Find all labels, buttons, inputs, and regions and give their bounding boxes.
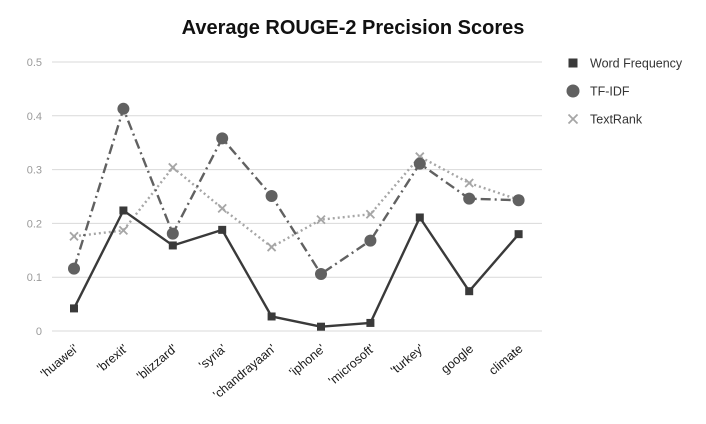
gridlines [52,61,542,332]
x-tick-label: 'microsoft' [326,342,378,388]
series-textrank [69,152,524,252]
x-axis-ticks: 'huawei''brexit''blizzard''syria''chandr… [38,342,526,402]
series-line [72,107,519,276]
data-point [218,225,227,234]
data-point [166,227,179,240]
series-line [73,155,519,249]
y-axis-ticks: 0 0.1 0.2 0.3 0.4 0.5 [27,57,42,338]
data-point [117,102,130,115]
data-point [365,209,376,219]
legend-marker [566,84,580,98]
data-point [168,241,177,250]
data-point [118,225,129,236]
legend-item: TF-IDF [566,84,630,99]
legend-item: Word Frequency [568,57,683,71]
x-tick-label: climate [486,342,525,378]
x-tick-label: 'brexit' [94,342,130,375]
data-point [317,322,325,331]
data-point [463,192,476,205]
data-point [415,213,424,222]
data-point [69,231,79,241]
chart-title: Average ROUGE-2 Precision Scores [182,17,525,39]
data-point [217,203,227,213]
x-tick-label: google [438,342,476,377]
series-line [72,209,520,328]
x-tick-label: 'iphone' [287,342,328,380]
x-tick-label: 'blizzard' [134,342,180,383]
data-point [512,194,525,207]
data-point [514,230,523,239]
series-layer [68,102,525,331]
legend-label: Word Frequency [590,57,683,71]
legend-marker [568,58,578,68]
data-point [70,304,78,313]
data-point [464,178,474,188]
data-point [316,214,326,225]
data-point [315,267,327,280]
y-tick-label: 0.1 [27,272,42,284]
legend-marker [567,113,579,125]
data-point [119,206,128,215]
y-tick-label: 0.4 [27,111,42,123]
data-point [413,157,426,170]
legend-item: TextRank [567,113,643,127]
data-point [366,318,375,327]
series-word-frequency [70,206,523,331]
data-point [364,234,377,247]
y-tick-label: 0.2 [27,218,42,230]
data-point [168,162,178,173]
legend-label: TextRank [590,113,643,127]
legend: Word Frequency TF-IDF TextRank [566,57,683,127]
y-tick-label: 0.5 [27,57,42,69]
y-tick-label: 0 [36,326,42,338]
series-tf-idf [68,102,525,280]
data-point [216,132,229,145]
x-tick-label: 'turkey' [388,342,427,378]
x-tick-label: 'syria' [196,342,229,373]
legend-label: TF-IDF [590,85,630,99]
data-point [68,262,80,275]
data-point [265,189,278,202]
data-point [266,242,277,252]
data-point [267,312,276,321]
x-tick-label: 'huawei' [38,342,81,381]
y-tick-label: 0.3 [27,165,42,177]
data-point [465,287,474,296]
